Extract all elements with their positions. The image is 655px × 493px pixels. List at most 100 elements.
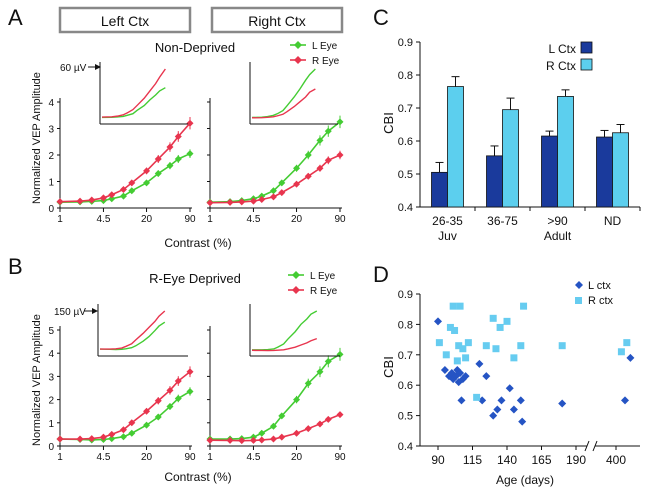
x-tick-label: 90 <box>334 214 346 225</box>
data-point-r-eye <box>293 429 301 437</box>
scatter-point-r-ctx <box>459 345 467 353</box>
data-point-r-eye <box>324 415 332 423</box>
bar-r-ctx <box>447 86 464 208</box>
x-tick-label: 165 <box>531 453 551 467</box>
scatter-point-r-ctx <box>482 342 490 350</box>
x-tick-label: 1 <box>57 214 63 225</box>
data-point-r-eye <box>186 119 194 127</box>
x-sublabel: Adult <box>544 229 572 243</box>
legend-label-r-ctx: R Ctx <box>546 59 576 73</box>
data-point-l-eye <box>166 162 174 170</box>
data-point-r-eye <box>316 420 324 428</box>
data-point-r-eye <box>128 419 136 427</box>
data-point-r-eye <box>186 368 194 376</box>
data-point-r-eye <box>76 197 84 205</box>
scatter-point-r-ctx <box>449 302 457 310</box>
data-point-r-eye <box>143 167 151 175</box>
data-point-l-eye <box>119 192 127 200</box>
panel-b-title: R-Eye Deprived <box>149 271 241 286</box>
data-point-l-eye <box>108 435 116 443</box>
data-point-r-eye <box>174 132 182 140</box>
data-point-l-eye <box>293 164 301 172</box>
data-point-r-eye <box>249 197 257 205</box>
scatter-point-l-ctx <box>509 405 518 414</box>
scatter-point-r-ctx <box>489 314 497 322</box>
scatter-point-r-ctx <box>473 393 481 401</box>
y-tick-label: 0.7 <box>398 103 413 115</box>
scatter-point-l-ctx <box>558 399 567 408</box>
x-sublabel: Juv <box>438 229 457 243</box>
x-tick-label: 190 <box>566 453 586 467</box>
legend-marker-r-ctx-scatter <box>575 297 582 304</box>
scatter-point-r-ctx <box>451 326 459 334</box>
bar-r-ctx <box>557 96 574 208</box>
data-point-r-eye <box>278 433 286 441</box>
right-ctx-header-label: Right Ctx <box>248 13 306 29</box>
y-tick-label: 1 <box>48 419 54 430</box>
panel-c-ylabel: CBI <box>381 112 396 134</box>
inset-b-left <box>97 304 188 357</box>
inset-b-right <box>249 304 340 357</box>
data-point-r-eye <box>76 435 84 443</box>
data-point-r-eye <box>249 436 257 444</box>
data-point-l-eye <box>336 118 344 126</box>
panel-letter-b: B <box>8 254 23 279</box>
data-point-l-eye <box>174 394 182 402</box>
scatter-point-r-ctx <box>558 342 566 350</box>
scatter-point-r-ctx <box>455 342 463 350</box>
legend-marker-r-eye-b <box>292 286 300 294</box>
scatter-point-l-ctx <box>461 372 470 381</box>
data-point-r-eye <box>128 179 136 187</box>
legend-label-l-eye-b: L Eye <box>310 271 336 282</box>
scatter-point-l-ctx <box>621 396 629 405</box>
legend-label-l-ctx: L Ctx <box>548 42 576 56</box>
data-point-l-eye <box>304 151 312 159</box>
x-tick-label: 115 <box>463 453 482 467</box>
panel-letter-a: A <box>8 5 23 30</box>
scatter-point-r-ctx <box>442 351 450 359</box>
data-point-l-eye <box>128 187 136 195</box>
x-tick-label: 4.5 <box>246 452 260 463</box>
data-point-r-eye <box>226 436 234 444</box>
scatter-point-r-ctx <box>520 302 528 310</box>
scatter-point-l-ctx <box>475 359 484 368</box>
inset-trace-l-eye <box>99 321 166 351</box>
scatter-point-r-ctx <box>456 302 464 310</box>
x-tick-label: 4.5 <box>96 452 110 463</box>
legend-label-r-ctx-scatter: R ctx <box>588 295 614 307</box>
legend-swatch-l-ctx <box>580 41 593 54</box>
axis-break-mark <box>584 440 598 452</box>
legend-marker-l-ctx-scatter <box>575 281 583 289</box>
scatter-point-r-ctx <box>435 339 443 347</box>
data-point-l-eye <box>108 195 116 203</box>
data-point-l-eye <box>316 368 324 376</box>
data-point-l-eye <box>324 357 332 365</box>
y-tick-label: 3 <box>48 372 54 383</box>
y-tick-label: 0.9 <box>398 289 413 301</box>
x-tick-label: 20 <box>291 214 303 225</box>
scatter-point-r-ctx <box>462 354 470 362</box>
data-point-r-eye <box>108 191 116 199</box>
data-point-l-eye <box>258 429 266 437</box>
x-tick-label: ND <box>604 214 622 228</box>
y-tick-label: 0.8 <box>398 70 413 82</box>
bar-l-ctx <box>596 136 613 208</box>
inset-trace-r-eye <box>251 337 318 352</box>
y-tick-label: 2 <box>48 396 54 407</box>
inset-trace-l-eye <box>252 310 318 351</box>
bar-l-ctx <box>541 135 558 208</box>
panel-a-legend: L Eye R Eye <box>290 41 340 67</box>
plot-a-right: 1 4.5 20 90 <box>206 98 346 225</box>
x-tick-label: 20 <box>291 452 303 463</box>
scatter-point-l-ctx <box>482 372 491 381</box>
data-point-r-eye <box>304 172 312 180</box>
data-point-r-eye <box>174 377 182 385</box>
x-tick-label: 140 <box>497 453 517 467</box>
data-point-l-eye <box>324 127 332 135</box>
data-point-r-eye <box>166 386 174 394</box>
scatter-point-r-ctx <box>446 323 454 331</box>
data-point-l-eye <box>154 413 162 421</box>
panel-b-scale-label: 150 µV <box>54 307 86 318</box>
